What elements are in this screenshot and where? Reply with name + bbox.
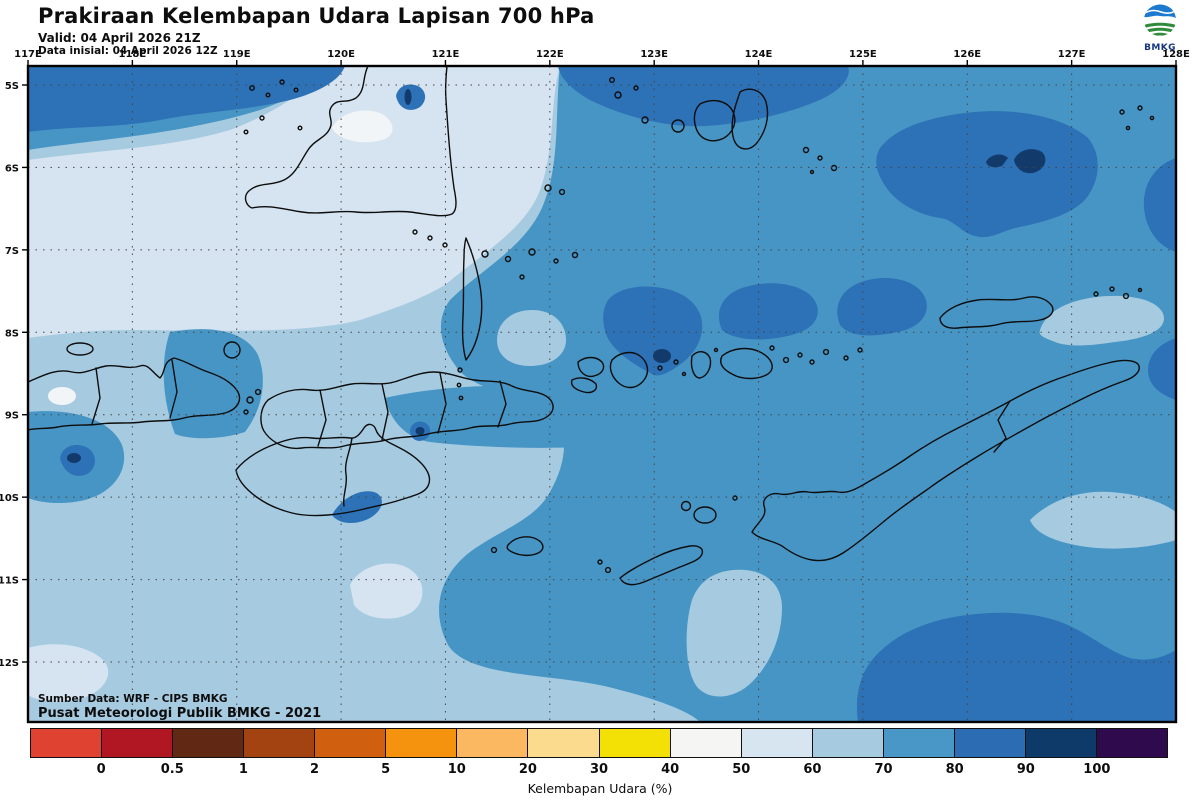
- lon-tick-label: 128E: [1162, 49, 1190, 60]
- legend-cell: [386, 729, 458, 757]
- lat-tick-label: 5S: [5, 81, 19, 92]
- initial-time-text: Data inisial: 04 April 2026 12Z: [38, 45, 218, 57]
- map-border: [26, 64, 1178, 724]
- coast-selayar: [461, 237, 483, 361]
- legend-tick-label: 5: [381, 762, 391, 777]
- coastlines: [27, 65, 1155, 586]
- legend-tick-label: 2: [309, 762, 320, 777]
- coast-wetar: [939, 296, 1054, 329]
- legend-cell: [1096, 729, 1167, 757]
- coast-timor: [751, 359, 1140, 562]
- lat-tick-label: 12S: [0, 658, 19, 669]
- legend-tick-label: 80: [945, 762, 964, 777]
- coast-sumba: [235, 423, 431, 517]
- legend-cell: [457, 729, 529, 757]
- lon-tick-label: 119E: [223, 49, 251, 60]
- coast-sumbawa: [27, 357, 241, 431]
- legend-tick-label: 40: [661, 762, 680, 777]
- lon-tick-label: 126E: [953, 49, 981, 60]
- legend-tick-label: 10: [447, 762, 466, 777]
- lon-tick-label: 124E: [745, 49, 773, 60]
- source-credit-line2: Pusat Meteorologi Publik BMKG - 2021: [38, 706, 321, 721]
- legend-tick-label: 50: [732, 762, 751, 777]
- legend-tick-label: 90: [1016, 762, 1035, 777]
- legend-tick-label: 0.5: [160, 762, 184, 777]
- lon-tick-label: 117E: [14, 49, 42, 60]
- legend-cell: [812, 729, 884, 757]
- legend-tick-label: 70: [874, 762, 893, 777]
- legend-cell: [670, 729, 742, 757]
- page-title: Prakiraan Kelembapan Udara Lapisan 700 h…: [38, 4, 595, 28]
- lat-tick-label: 9S: [5, 411, 19, 422]
- legend-cell: [244, 729, 316, 757]
- legend-tick-label: 60: [803, 762, 822, 777]
- legend-caption: Kelembapan Udara (%): [527, 781, 673, 796]
- lon-tick-label: 127E: [1058, 49, 1086, 60]
- legend-cell: [883, 729, 955, 757]
- legend-tick-label: 20: [518, 762, 537, 777]
- bmkg-logo-icon: [1144, 4, 1176, 36]
- lon-tick-label: 123E: [640, 49, 668, 60]
- lat-tick-label: 11S: [0, 576, 19, 587]
- lon-tick-label: 121E: [432, 49, 460, 60]
- lon-tick-label: 122E: [536, 49, 564, 60]
- coast-muna: [693, 99, 736, 142]
- legend-cell: [31, 729, 103, 757]
- lat-tick-label: 6S: [5, 163, 19, 174]
- legend-cell: [173, 729, 245, 757]
- legend-cell: [1025, 729, 1097, 757]
- lat-tick-label: 8S: [5, 328, 19, 339]
- coast-sulawesi: [244, 65, 457, 217]
- latitude-axis: 5S 6S 7S 8S 9S 10S 11S 12S: [0, 81, 28, 669]
- valid-time-text: Valid: 04 April 2026 21Z: [38, 31, 201, 45]
- humidity-regions-80-90: [28, 66, 1176, 722]
- humidity-regions-90-100: [67, 89, 1046, 463]
- bmkg-logo-label: BMKG: [1144, 43, 1176, 53]
- legend-cell: [599, 729, 671, 757]
- lat-tick-label: 10S: [0, 493, 19, 504]
- humidity-regions-40-50: [48, 110, 393, 405]
- coast-rote: [619, 545, 704, 586]
- lon-tick-label: 125E: [849, 49, 877, 60]
- coast-buton: [731, 88, 769, 150]
- legend-tick-label: 1: [238, 762, 248, 777]
- lat-tick-label: 7S: [5, 246, 19, 257]
- coast-savu: [506, 536, 544, 557]
- longitude-axis: 117E 118E 119E 120E 121E 122E 123E 124E 125E 126E…: [14, 49, 1190, 66]
- legend-cell: [954, 729, 1026, 757]
- legend-tick-label: 30: [589, 762, 609, 777]
- lon-tick-label: 118E: [119, 49, 147, 60]
- legend-tick-labels: 0 0.5 1 2 5 10 20 30 40 50 60 70 80 90 100: [30, 762, 1168, 780]
- legend-cell: [741, 729, 813, 757]
- lon-tick-label: 120E: [327, 49, 355, 60]
- legend-tick-label: 0: [96, 762, 106, 777]
- legend-tick-label: 100: [1083, 762, 1111, 777]
- legend-cell: [102, 729, 174, 757]
- bmkg-logo: BMKG: [1138, 1, 1182, 53]
- legend-colorbar: [30, 728, 1168, 758]
- source-credit-line1: Sumber Data: WRF - CIPS BMKG: [38, 693, 227, 705]
- legend-cell: [528, 729, 600, 757]
- humidity-regions-50-60: [28, 66, 560, 702]
- legend-cell: [315, 729, 387, 757]
